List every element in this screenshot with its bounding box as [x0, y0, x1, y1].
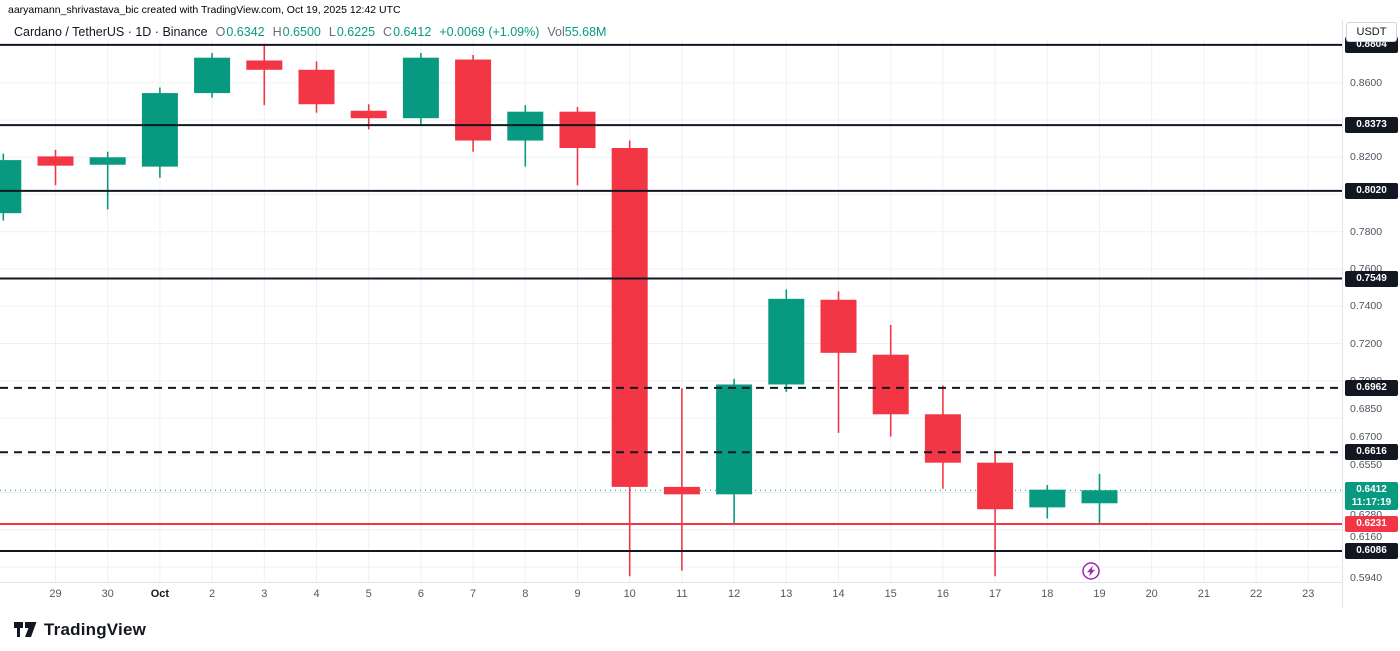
candle-body[interactable]: [298, 69, 335, 105]
ohlc-item: C0.6412: [383, 25, 432, 39]
time-axis-label: 7: [470, 588, 477, 600]
last-price-badge: 0.6412 11:17:19: [1345, 482, 1398, 511]
price-axis-label: 0.6850: [1350, 402, 1383, 415]
candle-body[interactable]: [455, 59, 492, 141]
volume-label: Vol: [547, 25, 565, 39]
time-axis-label: 13: [780, 588, 793, 600]
time-axis-label: 11: [676, 588, 688, 600]
time-axis-label: 29: [49, 588, 62, 600]
price-axis-label: 0.6160: [1350, 531, 1383, 544]
candle-body[interactable]: [559, 111, 596, 148]
candle-body[interactable]: [402, 57, 439, 119]
price-axis-labels: 0.86000.82000.78000.76000.74000.72000.70…: [1343, 20, 1400, 608]
price-axis-label: 0.7200: [1350, 337, 1383, 350]
candle-body[interactable]: [820, 299, 857, 353]
time-axis-label: 6: [417, 588, 424, 600]
ohlc-values: O0.6342 H0.6500 L0.6225 C0.6412: [216, 25, 432, 39]
time-axis-label: 22: [1249, 588, 1263, 600]
last-price-value: 0.6412: [1356, 484, 1387, 496]
candle-body[interactable]: [0, 160, 22, 214]
price-change: +0.0069 (+1.09%): [439, 25, 540, 39]
ohlc-item: L0.6225: [328, 25, 376, 39]
time-axis-label: 14: [832, 588, 845, 600]
price-axis-label: 0.7400: [1350, 300, 1383, 313]
candle-body[interactable]: [1081, 490, 1118, 504]
price-level-badge: 0.6231: [1345, 515, 1398, 532]
candle-body[interactable]: [507, 111, 544, 141]
attribution-bar: aaryamann_shrivastava_bic created with T…: [8, 4, 401, 16]
time-axis-label: 17: [988, 588, 1002, 600]
tradingview-logo-icon[interactable]: [14, 621, 37, 638]
price-level-badge: 0.6962: [1345, 379, 1398, 396]
candle-close-countdown: 11:17:19: [1351, 497, 1392, 509]
time-axis[interactable]: 29 30 Oct 2 3 4 5 6 7 8 9 10 11 12 13 14 15 16 17 18 19 20 21 2…: [0, 582, 1342, 608]
volume-readout: Vol55.68M: [547, 25, 606, 39]
time-axis-label: 9: [574, 588, 581, 600]
symbol-legend: Cardano / TetherUS · 1D · Binance O0.634…: [14, 25, 606, 39]
time-axis-label: 19: [1093, 588, 1106, 600]
time-axis-label: 30: [101, 588, 114, 600]
ohlc-item: O0.6342: [215, 25, 265, 39]
time-axis-label: 2: [209, 588, 216, 600]
price-axis-label: 0.8600: [1350, 76, 1383, 89]
price-axis[interactable]: USDT 0.8600 0.8200 0.7800 0.7600 0.7400 0.720…: [1342, 20, 1400, 608]
time-axis-label: 4: [313, 588, 320, 600]
price-level-badge: 0.6616: [1345, 444, 1398, 461]
symbol-description[interactable]: Cardano / TetherUS · 1D · Binance: [14, 25, 208, 39]
candle-body[interactable]: [350, 110, 387, 119]
footer-bar: TradingView: [0, 608, 1400, 651]
candle-body[interactable]: [141, 93, 178, 167]
time-axis-label: 15: [884, 588, 897, 600]
time-axis-label: 20: [1145, 588, 1158, 600]
time-axis-label: Oct: [150, 588, 170, 600]
price-level-badge: 0.8020: [1345, 182, 1398, 199]
price-axis-label: 0.6550: [1350, 458, 1383, 471]
time-axis-label: 3: [261, 588, 268, 600]
candle-body[interactable]: [716, 384, 753, 495]
price-level-badge: 0.8373: [1345, 117, 1398, 134]
price-axis-label: 0.7800: [1350, 225, 1383, 238]
price-level-badge: 0.7549: [1345, 270, 1398, 287]
tradingview-wordmark[interactable]: TradingView: [44, 619, 147, 639]
candle-body[interactable]: [1029, 489, 1066, 508]
candle-body[interactable]: [977, 462, 1014, 510]
candle-body[interactable]: [246, 60, 283, 70]
candle-body[interactable]: [768, 298, 805, 385]
candle-body[interactable]: [872, 354, 909, 415]
price-axis-label: 0.8200: [1350, 151, 1383, 164]
ohlc-item: H0.6500: [272, 25, 321, 39]
candle-body[interactable]: [194, 57, 231, 94]
candle-body[interactable]: [611, 148, 648, 487]
time-axis-label: 16: [936, 588, 950, 600]
candlestick-plot[interactable]: [0, 20, 1342, 582]
time-axis-label: 21: [1197, 588, 1211, 600]
time-axis-label: 8: [522, 588, 529, 600]
price-axis-label: 0.6700: [1350, 430, 1383, 443]
candle-body[interactable]: [37, 156, 74, 166]
candle-body[interactable]: [924, 414, 961, 463]
flash-bolt-glyph: [1087, 565, 1095, 577]
price-level-badge: 0.6086: [1345, 542, 1398, 559]
time-axis-label: 12: [727, 588, 741, 600]
currency-button[interactable]: USDT: [1346, 22, 1397, 42]
time-axis-label: 18: [1041, 588, 1054, 600]
volume-value: 55.68M: [564, 25, 607, 39]
price-axis-label: 0.5940: [1350, 572, 1383, 585]
time-axis-label: 5: [365, 588, 372, 600]
candle-body[interactable]: [89, 157, 126, 165]
candle-body[interactable]: [663, 486, 700, 495]
time-axis-label: 23: [1302, 588, 1315, 600]
time-axis-label: 10: [623, 588, 636, 600]
